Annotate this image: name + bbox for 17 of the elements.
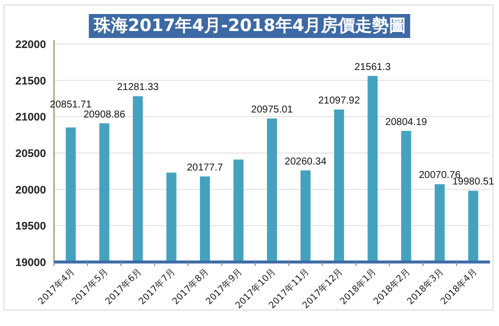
- data-label: 20177.7: [186, 162, 224, 174]
- data-label: 20260.34: [284, 156, 327, 168]
- y-tick-label: 19500: [15, 220, 46, 233]
- y-tick-label: 20500: [15, 148, 46, 160]
- data-label: 19980.51: [452, 176, 495, 188]
- data-label: 20908.86: [83, 109, 126, 120]
- data-label: 21097.92: [318, 96, 360, 107]
- chart-title: 珠海2017年4月-2018年4月房價走勢圖: [92, 16, 406, 36]
- y-tick-label: 20000: [15, 184, 46, 196]
- y-tick-label: 22000: [15, 39, 46, 51]
- data-label: 21281.33: [116, 82, 160, 94]
- data-label: 21561.3: [354, 62, 392, 73]
- y-tick-label: 19000: [15, 257, 46, 269]
- data-label: 20975.01: [251, 104, 294, 116]
- y-tick-label: 21000: [15, 112, 46, 124]
- y-tick-label: 21500: [15, 75, 46, 88]
- data-label: 20804.19: [385, 116, 428, 128]
